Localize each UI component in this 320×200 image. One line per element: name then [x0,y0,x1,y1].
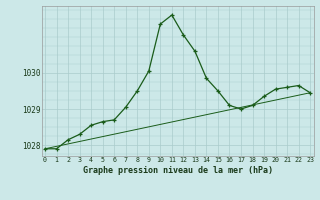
X-axis label: Graphe pression niveau de la mer (hPa): Graphe pression niveau de la mer (hPa) [83,166,273,175]
